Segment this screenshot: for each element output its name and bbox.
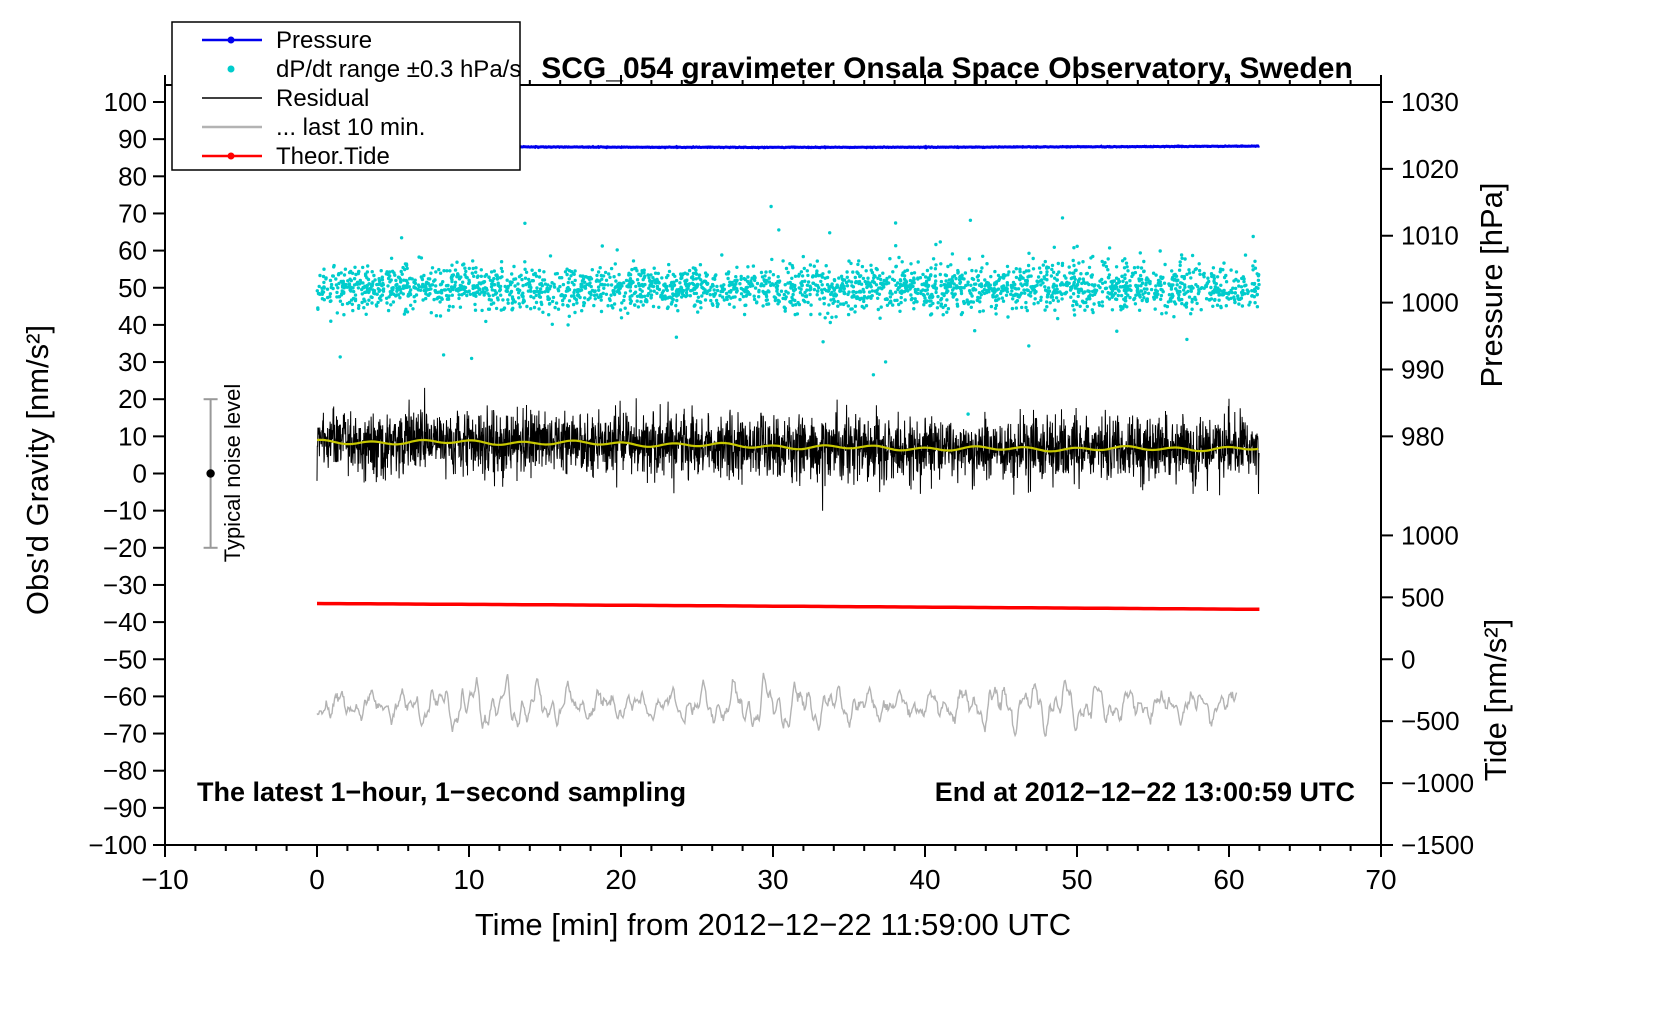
legend-samples: [202, 36, 262, 160]
legend: Pressure dP/dt range ±0.3 hPa/s Residual…: [171, 21, 521, 171]
svg-text:50: 50: [118, 273, 147, 303]
svg-text:−50: −50: [103, 644, 147, 674]
svg-text:−90: −90: [103, 793, 147, 823]
svg-text:−1500: −1500: [1401, 830, 1474, 860]
svg-text:20: 20: [605, 864, 636, 895]
series-layer: [315, 144, 1261, 738]
svg-text:60: 60: [1213, 864, 1244, 895]
svg-text:60: 60: [118, 236, 147, 266]
svg-text:20: 20: [118, 384, 147, 414]
axes-layer: −100−90−80−70−60−50−40−30−20−10010203040…: [88, 75, 1474, 895]
svg-text:−500: −500: [1401, 706, 1460, 736]
y-axis-label-pressure: Pressure [hPa]: [1474, 182, 1509, 387]
svg-text:1000: 1000: [1401, 520, 1459, 550]
svg-text:10: 10: [453, 864, 484, 895]
svg-text:−60: −60: [103, 681, 147, 711]
svg-text:1020: 1020: [1401, 154, 1459, 184]
svg-text:70: 70: [1365, 864, 1396, 895]
annotation-end-time: End at 2012−12−22 13:00:59 UTC: [935, 777, 1355, 807]
svg-text:50: 50: [1061, 864, 1092, 895]
svg-text:990: 990: [1401, 354, 1444, 384]
svg-text:100: 100: [104, 87, 147, 117]
svg-text:−10: −10: [141, 864, 189, 895]
x-axis-label: Time [min] from 2012−12−22 11:59:00 UTC: [475, 907, 1071, 942]
svg-text:40: 40: [118, 310, 147, 340]
svg-text:1000: 1000: [1401, 288, 1459, 318]
svg-text:10: 10: [118, 421, 147, 451]
svg-text:1010: 1010: [1401, 221, 1459, 251]
svg-text:−100: −100: [88, 830, 147, 860]
svg-text:0: 0: [133, 459, 147, 489]
svg-text:90: 90: [118, 124, 147, 154]
svg-text:70: 70: [118, 198, 147, 228]
svg-text:−30: −30: [103, 570, 147, 600]
legend-label-last10: ... last 10 min.: [276, 114, 425, 141]
svg-text:0: 0: [309, 864, 325, 895]
y-axis-label-tide: Tide [nm/s²]: [1478, 619, 1513, 782]
legend-label-residual: Residual: [276, 85, 369, 112]
legend-label-dpdt: dP/dt range ±0.3 hPa/s: [276, 56, 521, 83]
svg-text:30: 30: [118, 347, 147, 377]
svg-text:1030: 1030: [1401, 87, 1459, 117]
noise-level-label: Typical noise level: [220, 384, 245, 563]
legend-box: [171, 21, 521, 171]
svg-text:−70: −70: [103, 719, 147, 749]
svg-text:−80: −80: [103, 756, 147, 786]
svg-text:0: 0: [1401, 644, 1415, 674]
chart-title: SCG_054 gravimeter Onsala Space Observat…: [541, 52, 1353, 85]
legend-label-pressure: Pressure: [276, 27, 372, 54]
svg-text:80: 80: [118, 161, 147, 191]
svg-text:40: 40: [909, 864, 940, 895]
y-axis-label-gravity: Obs'd Gravity [nm/s²]: [20, 325, 55, 615]
svg-text:−10: −10: [103, 496, 147, 526]
annotation-sampling: The latest 1−hour, 1−second sampling: [197, 777, 686, 807]
svg-text:−1000: −1000: [1401, 768, 1474, 798]
svg-text:500: 500: [1401, 582, 1444, 612]
svg-text:30: 30: [757, 864, 788, 895]
legend-label-tide: Theor.Tide: [276, 143, 390, 170]
svg-text:980: 980: [1401, 421, 1444, 451]
svg-text:−40: −40: [103, 607, 147, 637]
svg-text:−20: −20: [103, 533, 147, 563]
